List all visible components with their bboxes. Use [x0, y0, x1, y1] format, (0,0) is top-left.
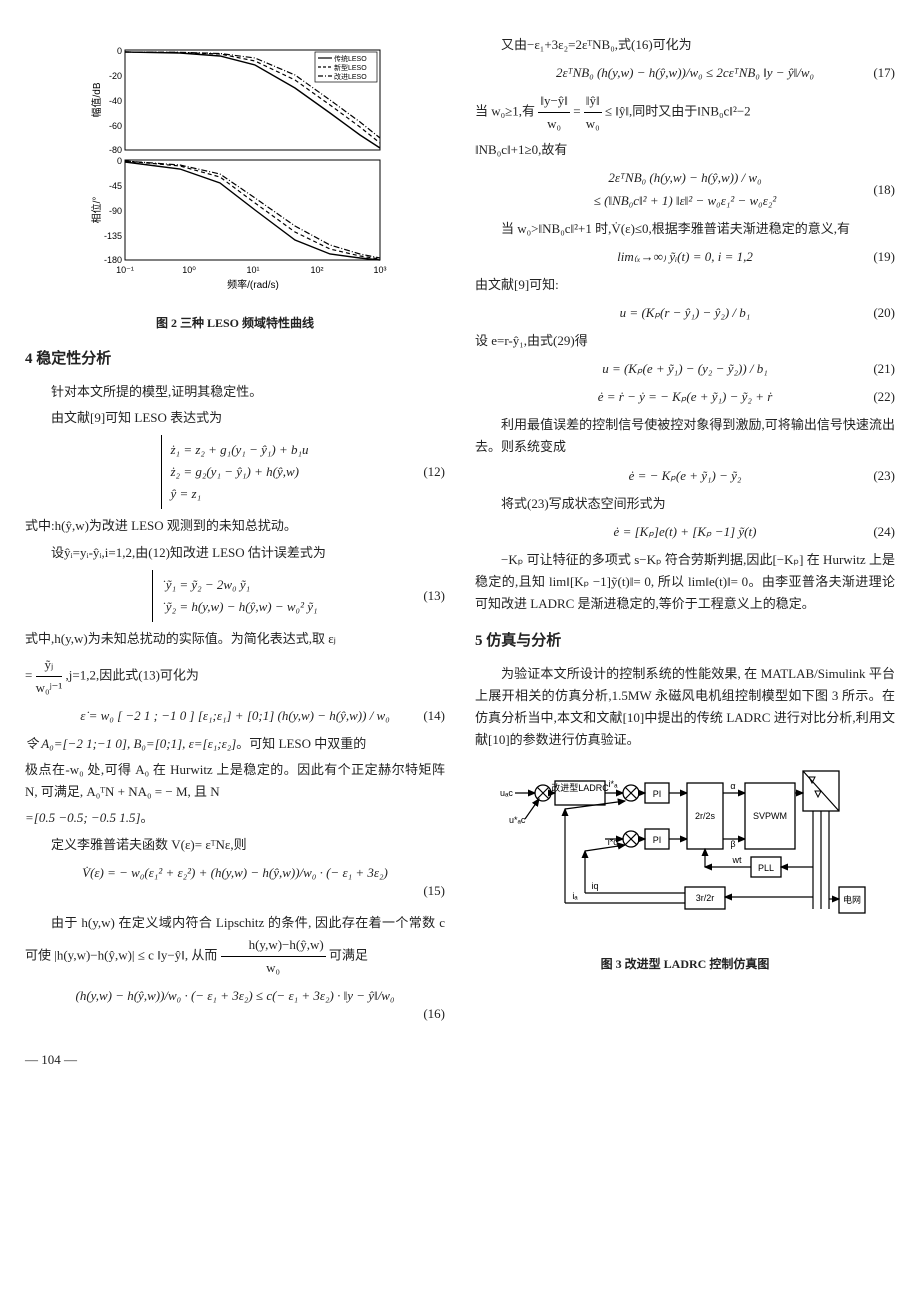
figure-3-svg: uₐc u*ₐc 改进型LADRC i*ₐ PI [495, 761, 875, 941]
svg-text:α: α [730, 781, 735, 791]
svg-text:10⁻¹: 10⁻¹ [116, 265, 134, 275]
eq-22: ė = ṙ − ẏ = − Kₚ(e + ỹ₁) − ỹ₂ + ṙ (22) [475, 386, 895, 408]
svg-text:10³: 10³ [373, 265, 386, 275]
para-r6: 利用最值误差的控制信号使被控对象得到激励,可将输出信号快速流出去。则系统变成 [475, 414, 895, 458]
page-number: — 104 — [25, 1049, 445, 1071]
section-4-title: 4 稳定性分析 [25, 347, 445, 373]
para-l5: 式中,h(y,w)为未知总扰动的实际值。为简化表达式,取 εⱼ [25, 628, 445, 650]
para-r1: 又由−ε₁+3ε₂=2εᵀNB₀,式(16)可化为 [475, 34, 895, 56]
para-r3: 当 w₀>‖NB₀c‖²+1 时,V̇(ε)≤0,根据李雅普诺夫渐进稳定的意义,… [475, 218, 895, 240]
left-column: 0 -20 -40 -60 -80 幅值/dB 传统LESO 新型LESO 改进… [25, 30, 445, 1071]
para-l7: 极点在-w₀ 处,可得 A₀ 在 Hurwitz 上是稳定的。因此有个正定赫尔特… [25, 759, 445, 803]
para-l4: 设ŷᵢ=yᵢ-ŷᵢ,i=1,2,由(12)知改进 LESO 估计误差式为 [25, 542, 445, 564]
section-5-title: 5 仿真与分析 [475, 629, 895, 655]
para-r5: 设 e=r-ŷ₁,由式(29)得 [475, 330, 895, 352]
para-r7: 将式(23)写成状态空间形式为 [475, 493, 895, 515]
svg-text:-80: -80 [109, 145, 122, 155]
para-r9: 为验证本文所设计的控制系统的性能效果, 在 MATLAB/Simulink 平台… [475, 663, 895, 751]
figure-3-caption: 图 3 改进型 LADRC 控制仿真图 [475, 954, 895, 974]
fig2-top-ylabel: 幅值/dB [90, 82, 103, 117]
legend-new: 新型LESO [334, 63, 367, 72]
para-l3: 式中:h(ŷ,w)为改进 LESO 观测到的未知总扰动。 [25, 515, 445, 537]
svg-text:-45: -45 [109, 181, 122, 191]
legend-imp: 改进LESO [334, 72, 367, 81]
right-column: 又由−ε₁+3ε₂=2εᵀNB₀,式(16)可化为 2εᵀNB₀ (h(y,w)… [475, 30, 895, 1071]
para-l1: 针对本文所提的模型,证明其稳定性。 [25, 381, 445, 403]
eq-15: V̇(ε) = − w₀(ε₁² + ε₂²) + (h(y,w) − h(ŷ,… [25, 862, 445, 884]
svg-text:PI: PI [653, 835, 662, 845]
eq-14: ε̇ = w₀ [ −2 1 ; −1 0 ] [ε₁;ε₁] + [0;1] … [25, 705, 445, 727]
para-r2: ‖NB₀c‖+1≥0,故有 [475, 139, 895, 161]
eq-17: 2εᵀNB₀ (h(y,w) − h(ŷ,w))/w₀ ≤ 2cεᵀNB₀ ‖y… [475, 62, 895, 84]
fig2-xlabel: 频率/(rad/s) [227, 278, 279, 291]
svg-text:2r/2s: 2r/2s [695, 811, 716, 821]
svg-text:-180: -180 [104, 255, 122, 265]
para-A0line: 令 A₀=[−2 1;−1 0], B₀=[0;1], ε=[ε₁;ε₂]。可知… [25, 733, 445, 755]
para-r4: 由文献[9]可知: [475, 274, 895, 296]
svg-text:10²: 10² [310, 265, 323, 275]
svg-text:0: 0 [117, 156, 122, 166]
svg-text:-20: -20 [109, 71, 122, 81]
svg-text:SVPWM: SVPWM [753, 811, 787, 821]
svg-text:-40: -40 [109, 96, 122, 106]
svg-text:0: 0 [117, 46, 122, 56]
eq-18: 2εᵀNB₀ (h(y,w) − h(ŷ,w)) / w₀ ≤ (‖NB₀c‖²… [475, 167, 895, 211]
fig2-bot-ylabel: 相位/° [90, 197, 103, 224]
eq-13: ˙ỹ₁ = ỹ₂ − 2w₀ ỹ₁ ˙ỹ₂ = h(y,w) − h(ŷ,w) … [25, 570, 445, 622]
eq-16: (h(y,w) − h(ŷ,w))/w₀ · (− ε₁ + 3ε₂) ≤ c(… [25, 985, 445, 1007]
eq-21: u = (Kₚ(e + ỹ₁) − (y₂ − ỹ₂)) / b₁ (21) [475, 358, 895, 380]
svg-text:-60: -60 [109, 121, 122, 131]
eq-12: ż₁ = z₂ + g₁(y₁ − ŷ₁) + b₁u ż₂ = g₂(y₁ −… [25, 435, 445, 509]
svg-text:-90: -90 [109, 206, 122, 216]
para-l2: 由文献[9]可知 LESO 表达式为 [25, 407, 445, 429]
svg-text:10⁰: 10⁰ [182, 265, 196, 275]
svg-text:wt: wt [732, 855, 742, 865]
figure-2-svg: 0 -20 -40 -60 -80 幅值/dB 传统LESO 新型LESO 改进… [70, 40, 400, 300]
para-l8: 定义李雅普诺夫函数 V(ε)= εᵀNε,则 [25, 834, 445, 856]
svg-text:10¹: 10¹ [246, 265, 259, 275]
svg-text:uₐc: uₐc [500, 788, 513, 798]
eq-19: lim₍ₓ→∞₎ ỹᵢ(t) = 0, i = 1,2 (19) [475, 246, 895, 268]
svg-text:β: β [730, 839, 735, 849]
svg-text:PI: PI [653, 789, 662, 799]
svg-text:PLL: PLL [758, 863, 774, 873]
figure-3: uₐc u*ₐc 改进型LADRC i*ₐ PI [475, 761, 895, 974]
figure-2-caption: 图 2 三种 LESO 频域特性曲线 [25, 313, 445, 333]
svg-text:iq: iq [591, 881, 598, 891]
eq-23: ė = − Kₚ(e + ỹ₁) − ỹ₂ (23) [475, 465, 895, 487]
figure-2: 0 -20 -40 -60 -80 幅值/dB 传统LESO 新型LESO 改进… [25, 40, 445, 333]
two-column-layout: 0 -20 -40 -60 -80 幅值/dB 传统LESO 新型LESO 改进… [25, 30, 895, 1071]
svg-text:3r/2r: 3r/2r [696, 893, 715, 903]
para-r8: −Kₚ 可让特征的多项式 s−Kₚ 符合劳斯判据,因此[−Kₚ] 在 Hurwi… [475, 549, 895, 615]
eq-20: u = (Kₚ(r − ŷ₁) − ŷ₂) / b₁ (20) [475, 302, 895, 324]
para-w0: 当 w₀≥1,有 ‖y−ŷ‖ w₀ = ‖ŷ‖ w₀ ≤ ‖ŷ‖,同时又由于‖N… [475, 90, 895, 135]
svg-text:改进型LADRC: 改进型LADRC [551, 782, 609, 793]
svg-text:电网: 电网 [843, 894, 861, 905]
svg-text:i*ₐ: i*ₐ [609, 779, 619, 789]
para-l9: 由于 h(y,w) 在定义域内符合 Lipschitz 的条件, 因此存在着一个… [25, 912, 445, 979]
svg-text:-135: -135 [104, 231, 122, 241]
svg-text:iₐ: iₐ [572, 891, 578, 901]
svg-text:u*ₐc: u*ₐc [509, 815, 526, 825]
legend-trad: 传统LESO [334, 54, 367, 63]
eq-24: ė = [Kₚ]e(t) + [Kₚ −1] ỹ(t) (24) [475, 521, 895, 543]
